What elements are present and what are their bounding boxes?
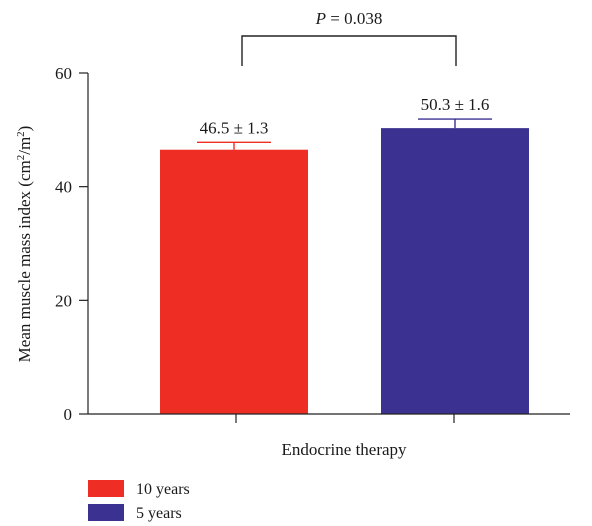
legend-swatch (88, 504, 124, 521)
y-ticks: 0 20 40 60 (55, 64, 88, 424)
significance-bracket: P = 0.038 (241, 9, 457, 66)
value-labels: 46.5 ± 1.3 50.3 ± 1.6 (200, 95, 490, 137)
y-tick-label: 40 (55, 178, 72, 197)
y-tick-label: 60 (55, 64, 72, 83)
x-axis-title: Endocrine therapy (281, 440, 407, 459)
axes-layer (87, 73, 570, 415)
legend: 10 years 5 years (88, 480, 190, 522)
y-tick-label: 20 (55, 291, 72, 310)
bar (160, 149, 308, 414)
y-tick-label: 0 (64, 405, 73, 424)
legend-label: 10 years (136, 481, 190, 498)
legend-swatch (88, 480, 124, 497)
p-value-label: P = 0.038 (315, 9, 383, 28)
x-ticks (235, 414, 455, 423)
bracket-line (241, 35, 457, 66)
bar (381, 128, 529, 414)
value-label: 46.5 ± 1.3 (200, 118, 269, 137)
legend-label: 5 years (136, 505, 182, 522)
bars-layer (160, 118, 529, 414)
value-label: 50.3 ± 1.6 (421, 95, 490, 114)
y-axis-title: Mean muscle mass index (cm2/m2) (15, 126, 34, 363)
